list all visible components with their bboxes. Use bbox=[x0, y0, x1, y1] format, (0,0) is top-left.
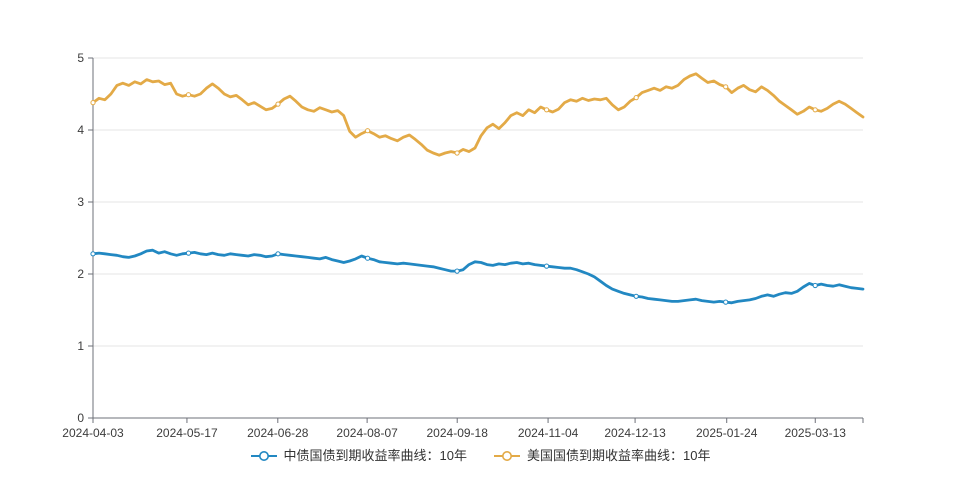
data-point-marker[interactable] bbox=[723, 84, 729, 90]
chart-legend: 中债国债到期收益率曲线：10年 美国国债到期收益率曲线：10年 bbox=[0, 448, 960, 464]
y-tick-label: 3 bbox=[77, 195, 84, 209]
x-tick-label: 2024-05-17 bbox=[156, 426, 218, 440]
data-point-marker[interactable] bbox=[633, 95, 639, 101]
legend-item-china-10y[interactable]: 中债国债到期收益率曲线：10年 bbox=[250, 448, 467, 464]
data-point-marker[interactable] bbox=[812, 107, 818, 113]
x-tick-label: 2024-12-13 bbox=[604, 426, 666, 440]
y-tick-label: 2 bbox=[77, 267, 84, 281]
line-series-marker-icon bbox=[250, 451, 277, 461]
series-line-1[interactable] bbox=[91, 72, 865, 157]
x-tick-label: 2025-03-13 bbox=[785, 426, 847, 440]
legend-label-china-10y: 中债国债到期收益率曲线：10年 bbox=[283, 448, 467, 463]
data-point-marker[interactable] bbox=[90, 251, 96, 257]
data-point-marker[interactable] bbox=[812, 282, 818, 289]
data-point-marker[interactable] bbox=[275, 101, 281, 107]
data-point-marker[interactable] bbox=[90, 100, 96, 106]
data-point-marker[interactable] bbox=[185, 250, 192, 256]
x-tick-label: 2024-06-28 bbox=[247, 426, 309, 440]
y-tick-label: 0 bbox=[77, 411, 84, 425]
x-tick-label: 2024-11-04 bbox=[518, 426, 579, 440]
data-point-marker[interactable] bbox=[185, 92, 192, 98]
data-point-marker[interactable] bbox=[275, 251, 281, 257]
line-series-marker-icon bbox=[494, 451, 520, 461]
y-tick-label: 4 bbox=[77, 123, 84, 137]
data-point-marker[interactable] bbox=[454, 150, 460, 156]
series-line-0[interactable] bbox=[91, 248, 865, 305]
data-point-marker[interactable] bbox=[365, 128, 371, 134]
legend-label-us-10y: 美国国债到期收益率曲线：10年 bbox=[527, 448, 711, 463]
legend-item-us-10y[interactable]: 美国国债到期收益率曲线：10年 bbox=[493, 448, 710, 464]
y-tick-label: 1 bbox=[77, 339, 84, 353]
data-point-marker[interactable] bbox=[723, 299, 729, 305]
data-point-marker[interactable] bbox=[544, 263, 550, 269]
x-tick-label: 2024-04-03 bbox=[62, 426, 124, 440]
data-point-marker[interactable] bbox=[454, 268, 460, 274]
chart-plot-area[interactable]: 0 1 2 3 4 5 2024-04-03 2024-05-17 2024-06-28 2024… bbox=[0, 0, 960, 448]
x-tick-label: 2024-09-18 bbox=[427, 426, 489, 440]
data-point-marker[interactable] bbox=[633, 293, 639, 299]
data-point-marker[interactable] bbox=[365, 255, 371, 261]
x-tick-label: 2024-08-07 bbox=[336, 426, 398, 440]
y-tick-label: 5 bbox=[77, 51, 84, 65]
x-tick-label: 2025-01-24 bbox=[696, 426, 758, 440]
data-point-marker[interactable] bbox=[544, 107, 550, 113]
